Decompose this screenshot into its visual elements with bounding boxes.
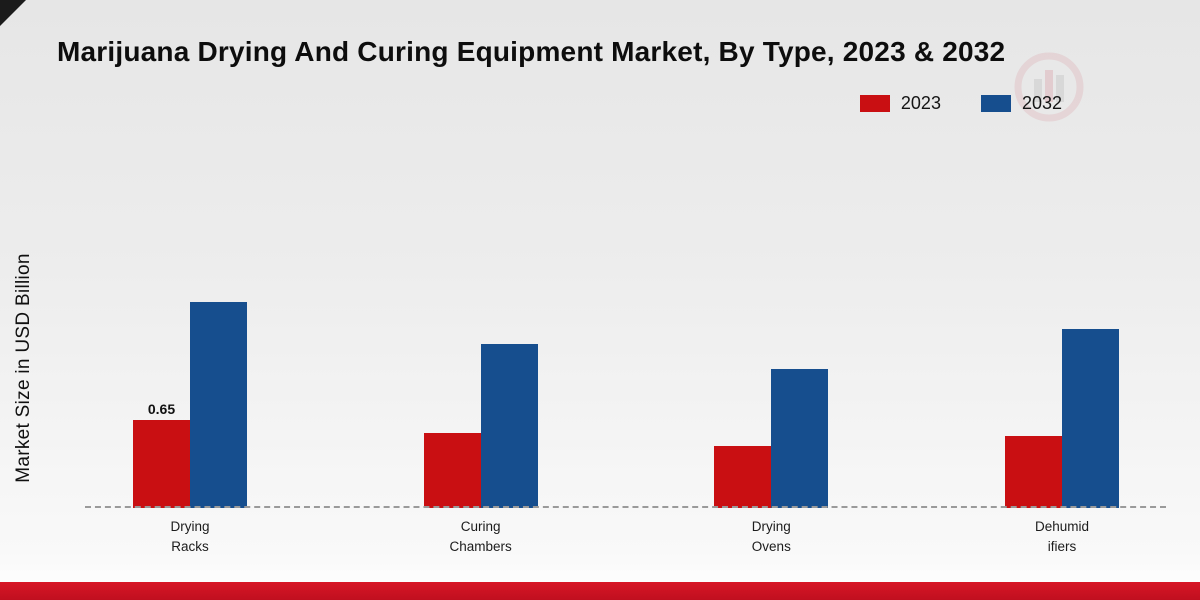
footer-band (0, 582, 1200, 600)
bar-group-3: Drying Ovens (714, 148, 829, 554)
category-label: Dehumid ifiers (1034, 519, 1089, 555)
watermark-logo-icon (1010, 48, 1088, 131)
legend-item-2023: 2023 (859, 93, 941, 114)
bar-2032-4 (1061, 328, 1119, 508)
category-label: Curing Chambers (449, 519, 512, 555)
bar-column (1004, 148, 1062, 508)
category-label: Drying Ovens (751, 519, 791, 555)
bar-group-1: 0.65 Drying Racks (133, 148, 247, 554)
bar-group-2: Curing Chambers (423, 148, 538, 554)
bar-column (1061, 148, 1119, 508)
legend: 2023 2032 (859, 93, 1062, 114)
y-axis-label: Market Size in USD Billion (13, 253, 34, 483)
bar-2023-3 (714, 445, 772, 508)
legend-swatch-2023 (859, 95, 890, 112)
bar-value-label: 0.65 (147, 400, 176, 417)
bar-2032-1 (190, 301, 247, 508)
legend-label-2032: 2032 (1021, 93, 1062, 113)
corner-accent (0, 0, 26, 26)
bar-2032-3 (771, 369, 829, 508)
bar-column (714, 148, 772, 508)
legend-label-2023: 2023 (900, 93, 941, 113)
bar-2032-2 (480, 343, 538, 508)
chart-title: Marijuana Drying And Curing Equipment Ma… (57, 36, 1006, 67)
bar-column (423, 148, 481, 508)
bar-column (480, 148, 538, 508)
chart-plot-area: 0.65 Drying Racks Curing Chambers Drying Ov… (88, 148, 1164, 554)
bar-group-4: Dehumid ifiers (1004, 148, 1119, 554)
legend-item-2032: 2032 (980, 93, 1062, 114)
bar-column (190, 148, 247, 508)
x-axis-baseline (85, 506, 1166, 508)
bar-column: 0.65 (133, 148, 190, 508)
bar-column (771, 148, 829, 508)
category-label: Drying Racks (170, 519, 210, 555)
bar-2023-2 (423, 433, 481, 508)
legend-swatch-2032 (980, 95, 1011, 112)
bar-2023-4 (1004, 436, 1062, 508)
bar-2023-1 (133, 419, 190, 508)
